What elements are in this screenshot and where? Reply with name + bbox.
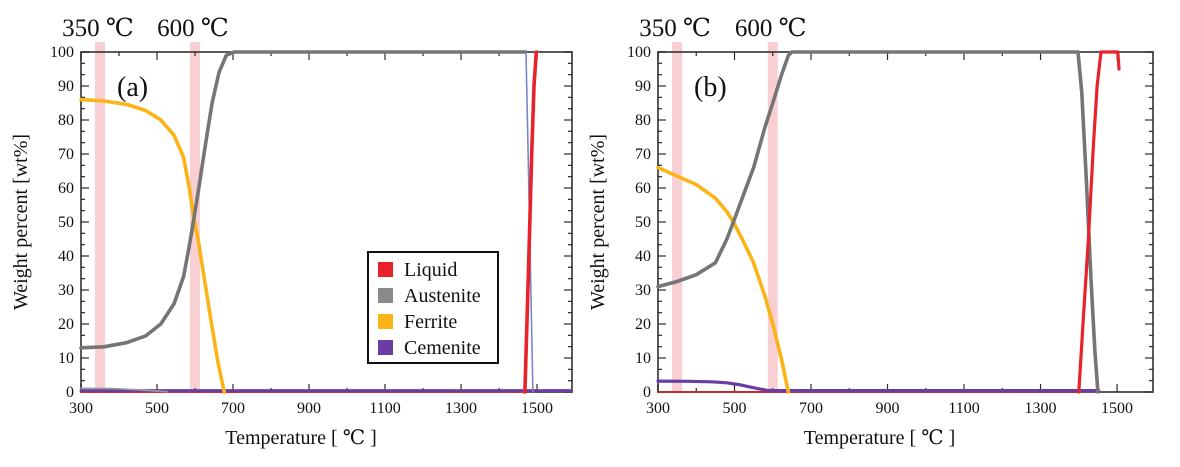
series-ferrite-b: [656, 165, 791, 394]
x-tick-label-a: 300: [69, 400, 93, 417]
x-tick-label-b: 700: [799, 400, 823, 417]
y-tick-label-b: 40: [635, 248, 651, 265]
x-tick-label-a: 1300: [445, 400, 477, 417]
y-tick-label-a: 90: [58, 78, 74, 95]
x-tick-label-a: 500: [145, 400, 169, 417]
x-axis-title-b: Temperature [ ℃ ]: [804, 427, 955, 449]
y-tick-label-a: 0: [66, 384, 74, 401]
series-austenite-trace-a: [80, 387, 169, 393]
legend-box: Liquid Austenite Ferrite Cemenite: [367, 251, 499, 364]
x-tick-label-b: 500: [723, 400, 747, 417]
series-austenite-a: [79, 50, 528, 350]
series-liquid-b: [1077, 50, 1121, 394]
legend-swatch-liquid: [378, 262, 393, 277]
y-tick-label-b: 90: [635, 78, 651, 95]
y-tick-label-a: 100: [50, 44, 74, 61]
y-tick-label-b: 100: [627, 44, 651, 61]
y-axis-title-a: Weight percent [wt%]: [10, 134, 32, 310]
y-tick-label-b: 50: [635, 214, 651, 231]
y-tick-label-a: 40: [58, 248, 74, 265]
series-austenite-b: [656, 50, 1100, 394]
panel-label-b: (b): [694, 72, 727, 103]
x-tick-label-b: 300: [646, 400, 670, 417]
legend-label-cemenite: Cemenite: [404, 337, 481, 359]
y-tick-label-b: 0: [643, 384, 651, 401]
y-tick-label-b: 70: [635, 146, 651, 163]
x-tick-label-b: 1100: [948, 400, 979, 417]
legend-label-liquid: Liquid: [404, 259, 457, 281]
series-ferrite-a: [79, 97, 227, 394]
y-tick-label-a: 50: [58, 214, 74, 231]
x-tick-label-b: 1500: [1101, 400, 1133, 417]
y-tick-label-a: 20: [58, 316, 74, 333]
x-tick-label-a: 700: [221, 400, 245, 417]
panel-b: 350 ℃ 600 ℃ 300 500 700 900 1100 1300 1500 0 10 20 3…: [587, 15, 1154, 449]
annotation-label-a-0: 350 ℃: [62, 15, 134, 42]
y-tick-label-b: 60: [635, 180, 651, 197]
x-tick-label-a: 1500: [521, 400, 553, 417]
x-tick-label-b: 1300: [1025, 400, 1057, 417]
legend-swatch-ferrite: [378, 314, 393, 329]
y-tick-label-a: 30: [58, 282, 74, 299]
y-tick-label-b: 10: [635, 350, 651, 367]
annotation-label-b-0: 350 ℃: [639, 15, 711, 42]
y-tick-label-b: 80: [635, 112, 651, 129]
annotation-label-b-1: 600 ℃: [735, 15, 807, 42]
x-tick-label-a: 900: [297, 400, 321, 417]
y-tick-label-b: 20: [635, 316, 651, 333]
y-axis-title-b: Weight percent [wt%]: [587, 134, 609, 310]
y-tick-label-b: 30: [635, 282, 651, 299]
y-tick-label-a: 70: [58, 146, 74, 163]
series-cemenite-b: [656, 379, 1101, 393]
series-liquid-a: [523, 50, 539, 394]
annotation-label-a-1: 600 ℃: [157, 15, 229, 42]
panel-a: 350 ℃ 600 ℃ 300 500 700 900 1100 1300 1500 0 10 20 3…: [10, 15, 573, 449]
legend-swatch-cemenite: [378, 340, 393, 355]
legend-label-ferrite: Ferrite: [404, 311, 457, 333]
y-ticks-b: [658, 51, 1153, 393]
highlight-band-a-0: [95, 42, 106, 392]
y-tick-label-a: 60: [58, 180, 74, 197]
x-tick-label-b: 900: [876, 400, 900, 417]
panel-label-a: (a): [117, 72, 148, 103]
x-axis-title-a: Temperature [ ℃ ]: [225, 427, 376, 449]
legend-swatch-austenite: [378, 288, 393, 303]
y-tick-label-a: 10: [58, 350, 74, 367]
x-ticks-b: [657, 52, 1118, 392]
x-tick-label-a: 1100: [369, 400, 400, 417]
legend-label-austenite: Austenite: [404, 285, 481, 307]
highlight-band-b-1: [767, 42, 778, 392]
highlight-band-b-0: [672, 42, 683, 392]
y-tick-label-a: 80: [58, 112, 74, 129]
